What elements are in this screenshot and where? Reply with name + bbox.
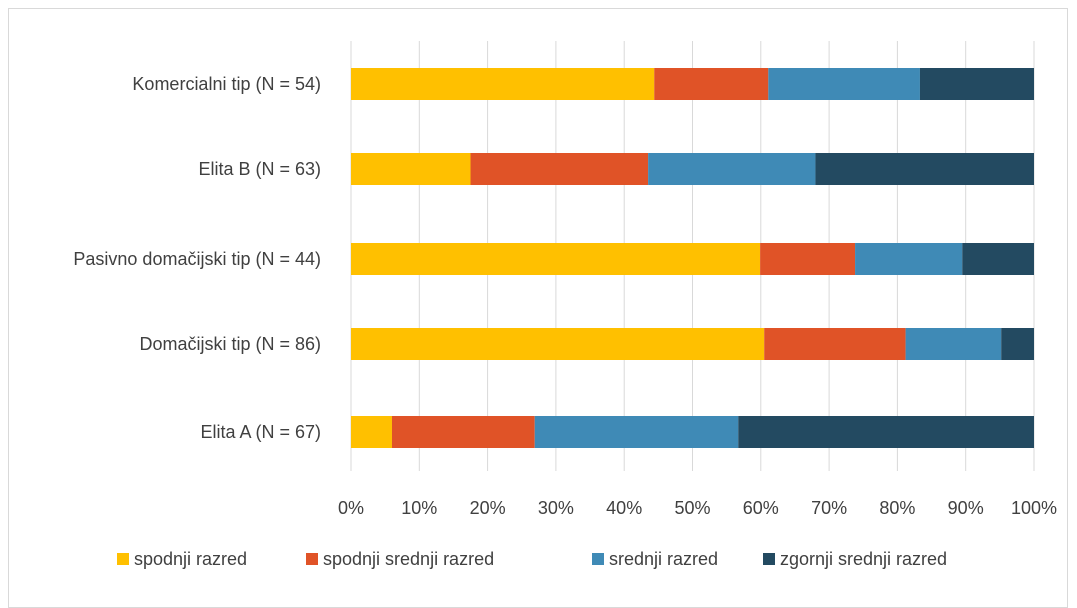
x-tick-label: 70% bbox=[811, 498, 847, 518]
bar-segment bbox=[815, 153, 1034, 185]
x-tick-label: 60% bbox=[743, 498, 779, 518]
bar-segment bbox=[648, 153, 816, 185]
bar-segment bbox=[654, 68, 769, 100]
x-tick-label: 90% bbox=[948, 498, 984, 518]
x-tick-label: 0% bbox=[338, 498, 364, 518]
legend-label: spodnji razred bbox=[134, 549, 247, 569]
legend-label: zgornji srednji razred bbox=[780, 549, 947, 569]
x-tick-label: 100% bbox=[1011, 498, 1057, 518]
bar-segment bbox=[351, 68, 655, 100]
bar-segment bbox=[764, 328, 906, 360]
bar-segment bbox=[391, 416, 535, 448]
x-tick-label: 50% bbox=[674, 498, 710, 518]
bar-segment bbox=[351, 416, 392, 448]
legend-swatch bbox=[592, 553, 604, 565]
legend-swatch bbox=[117, 553, 129, 565]
legend: spodnji razred spodnji srednji razred sred… bbox=[117, 549, 947, 569]
bar-segment bbox=[534, 416, 739, 448]
bar-segment bbox=[760, 243, 856, 275]
bar-segment bbox=[738, 416, 1034, 448]
x-tick-label: 30% bbox=[538, 498, 574, 518]
category-labels: Komercialni tip (N = 54) Elita B (N = 63)… bbox=[73, 74, 321, 442]
x-axis-ticks: 0% 10% 20% 30% 40% 50% 60% 70% 80% 90% 100% bbox=[338, 498, 1057, 518]
category-label: Domačijski tip (N = 86) bbox=[139, 334, 321, 354]
bar-segment bbox=[962, 243, 1034, 275]
bar-segment bbox=[351, 328, 765, 360]
bar-segment bbox=[768, 68, 920, 100]
legend-label: srednji razred bbox=[609, 549, 718, 569]
stacked-bar-chart: Komercialni tip (N = 54) Elita B (N = 63)… bbox=[73, 41, 1057, 569]
legend-swatch bbox=[306, 553, 318, 565]
bar-segment bbox=[1001, 328, 1034, 360]
bar-segment bbox=[855, 243, 963, 275]
bar-segment bbox=[919, 68, 1034, 100]
chart-frame: Komercialni tip (N = 54) Elita B (N = 63)… bbox=[8, 8, 1068, 608]
legend-label: spodnji srednji razred bbox=[323, 549, 494, 569]
category-label: Elita B (N = 63) bbox=[198, 159, 321, 179]
bar-segment bbox=[905, 328, 1002, 360]
bar-segment bbox=[351, 243, 761, 275]
bar-segment bbox=[470, 153, 649, 185]
bar-segment bbox=[351, 153, 471, 185]
x-tick-label: 40% bbox=[606, 498, 642, 518]
category-label: Komercialni tip (N = 54) bbox=[132, 74, 321, 94]
x-tick-label: 80% bbox=[879, 498, 915, 518]
x-tick-label: 10% bbox=[401, 498, 437, 518]
category-label: Pasivno domačijski tip (N = 44) bbox=[73, 249, 321, 269]
legend-swatch bbox=[763, 553, 775, 565]
category-label: Elita A (N = 67) bbox=[200, 422, 321, 442]
x-tick-label: 20% bbox=[470, 498, 506, 518]
bars bbox=[351, 68, 1034, 448]
